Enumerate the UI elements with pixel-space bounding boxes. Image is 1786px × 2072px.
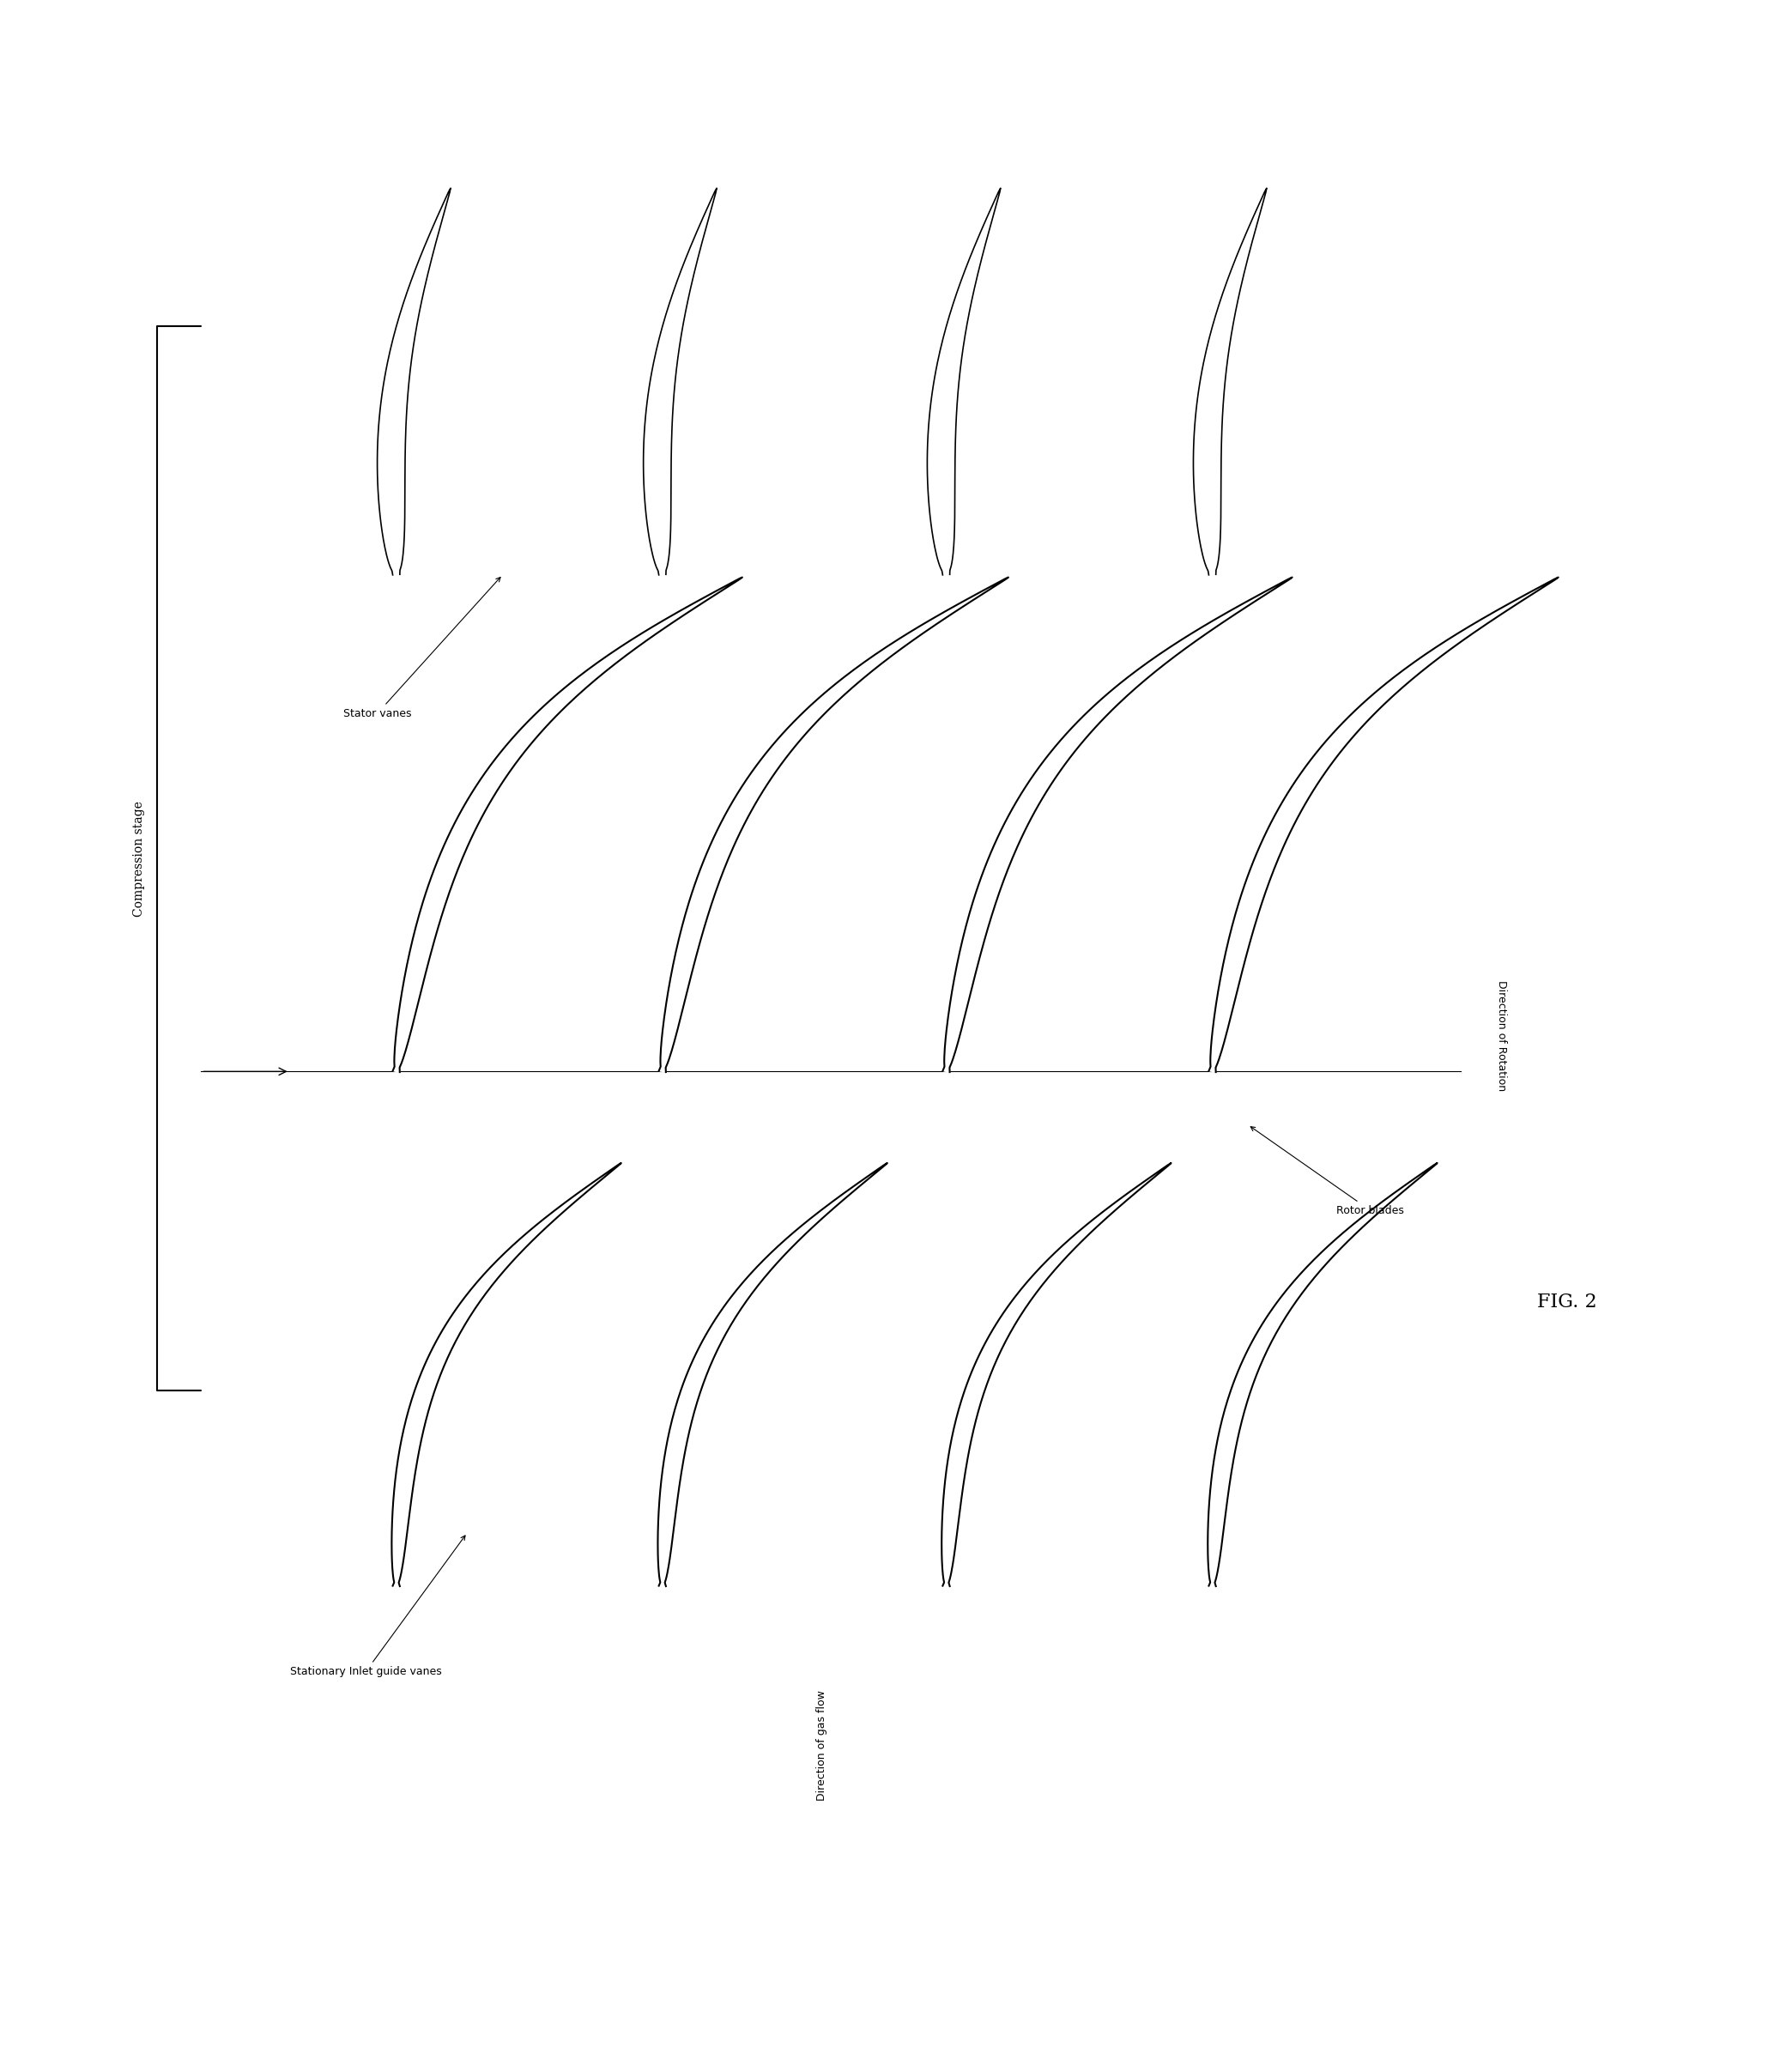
Text: Compression stage: Compression stage — [132, 800, 145, 916]
Polygon shape — [927, 189, 1000, 574]
Polygon shape — [393, 578, 743, 1071]
Text: Stationary Inlet guide vanes: Stationary Inlet guide vanes — [289, 1535, 464, 1678]
Polygon shape — [1209, 578, 1559, 1071]
Polygon shape — [659, 578, 1009, 1071]
Text: FIG. 2: FIG. 2 — [1538, 1293, 1597, 1312]
Polygon shape — [377, 189, 450, 574]
Polygon shape — [941, 1162, 1172, 1587]
Polygon shape — [657, 1162, 888, 1587]
Polygon shape — [391, 1162, 622, 1587]
Text: Rotor blades: Rotor blades — [1250, 1127, 1404, 1216]
Text: Direction of Rotation: Direction of Rotation — [1497, 980, 1507, 1092]
Polygon shape — [1193, 189, 1266, 574]
Text: Direction of gas flow: Direction of gas flow — [816, 1691, 827, 1801]
Polygon shape — [943, 578, 1293, 1071]
Text: Stator vanes: Stator vanes — [343, 578, 500, 719]
Polygon shape — [643, 189, 716, 574]
Polygon shape — [1207, 1162, 1438, 1587]
